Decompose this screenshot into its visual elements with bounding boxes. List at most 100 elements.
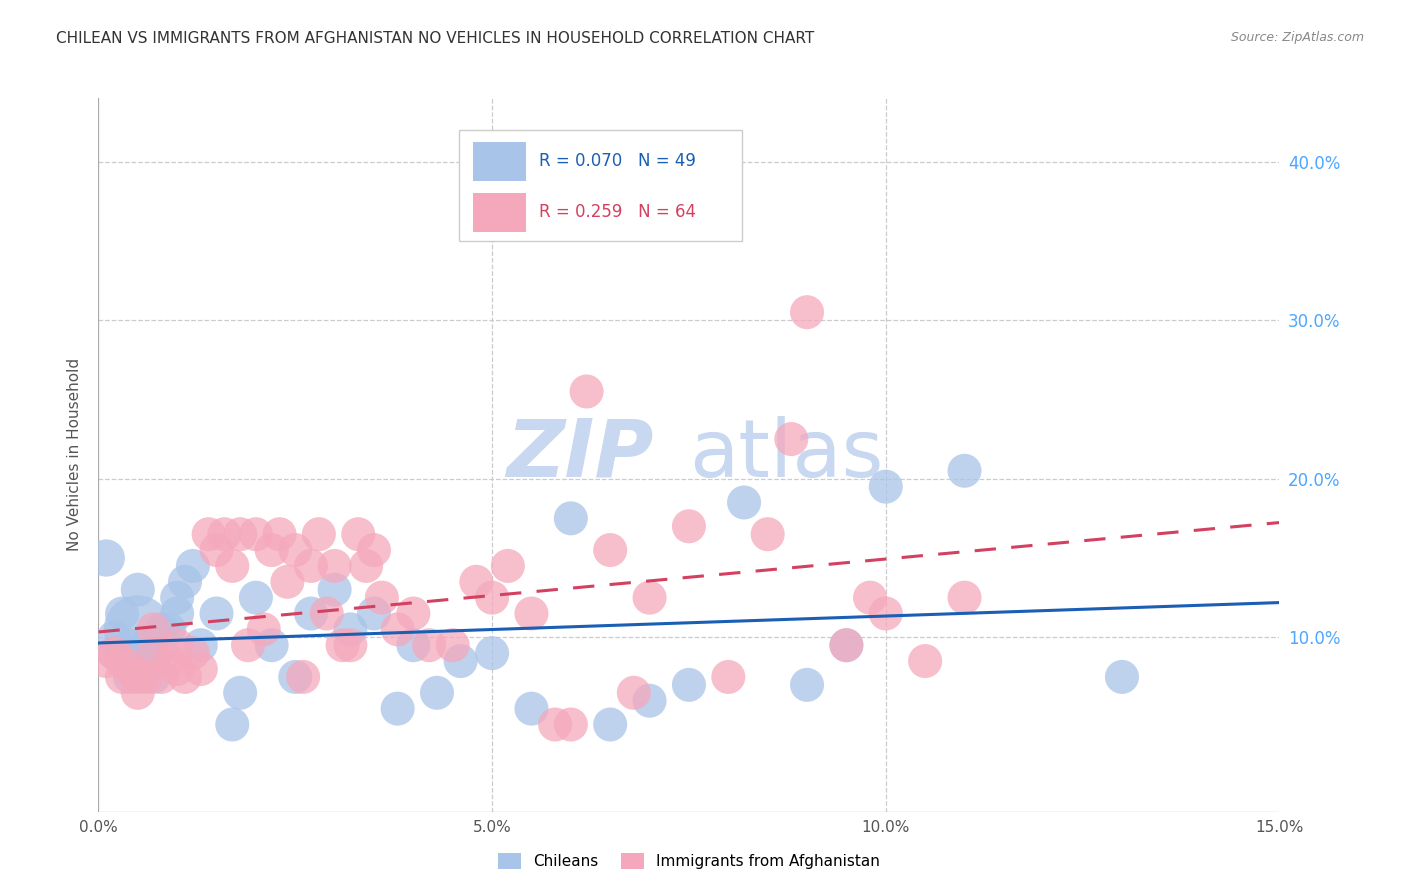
Point bbox=[111, 646, 134, 660]
Point bbox=[796, 305, 818, 319]
Point bbox=[127, 582, 149, 597]
Point bbox=[135, 662, 157, 676]
Point bbox=[142, 623, 165, 637]
Point bbox=[190, 638, 212, 652]
Point bbox=[103, 646, 125, 660]
Point bbox=[174, 670, 197, 684]
FancyBboxPatch shape bbox=[458, 130, 742, 241]
Point bbox=[481, 646, 503, 660]
Point bbox=[157, 654, 180, 668]
Point bbox=[599, 543, 621, 558]
Point bbox=[623, 686, 645, 700]
Point bbox=[174, 574, 197, 589]
Point bbox=[402, 638, 425, 652]
Point bbox=[678, 678, 700, 692]
Point bbox=[717, 670, 740, 684]
Point bbox=[835, 638, 858, 652]
Point bbox=[135, 670, 157, 684]
Legend: Chileans, Immigrants from Afghanistan: Chileans, Immigrants from Afghanistan bbox=[492, 847, 886, 875]
Point bbox=[205, 607, 228, 621]
Point bbox=[127, 670, 149, 684]
Point bbox=[96, 654, 118, 668]
Point bbox=[166, 607, 188, 621]
Point bbox=[323, 558, 346, 573]
Point bbox=[118, 662, 141, 676]
Point bbox=[96, 551, 118, 566]
Point bbox=[284, 543, 307, 558]
Point bbox=[166, 591, 188, 605]
Point bbox=[638, 694, 661, 708]
Point bbox=[733, 495, 755, 509]
Point bbox=[418, 638, 440, 652]
Point bbox=[292, 670, 315, 684]
Point bbox=[332, 638, 354, 652]
Point bbox=[142, 646, 165, 660]
Point bbox=[142, 654, 165, 668]
Point bbox=[236, 638, 259, 652]
Point bbox=[796, 678, 818, 692]
Text: CHILEAN VS IMMIGRANTS FROM AFGHANISTAN NO VEHICLES IN HOUSEHOLD CORRELATION CHAR: CHILEAN VS IMMIGRANTS FROM AFGHANISTAN N… bbox=[56, 31, 814, 46]
Point bbox=[520, 701, 543, 715]
Point bbox=[229, 686, 252, 700]
Bar bbox=[472, 142, 526, 181]
Point bbox=[780, 432, 803, 446]
Point bbox=[111, 654, 134, 668]
Point bbox=[520, 607, 543, 621]
Point bbox=[875, 480, 897, 494]
Point bbox=[638, 591, 661, 605]
Point bbox=[1111, 670, 1133, 684]
Point bbox=[229, 527, 252, 541]
Point bbox=[284, 670, 307, 684]
Point bbox=[371, 591, 394, 605]
Point bbox=[387, 701, 409, 715]
Point bbox=[560, 717, 582, 731]
Point bbox=[859, 591, 882, 605]
Point bbox=[914, 654, 936, 668]
Point bbox=[221, 558, 243, 573]
Point bbox=[166, 638, 188, 652]
Point bbox=[465, 574, 488, 589]
Y-axis label: No Vehicles in Household: No Vehicles in Household bbox=[67, 359, 83, 551]
Point bbox=[575, 384, 598, 399]
Point bbox=[118, 670, 141, 684]
Point bbox=[953, 464, 976, 478]
Point bbox=[118, 654, 141, 668]
Point bbox=[450, 654, 472, 668]
Point bbox=[214, 527, 236, 541]
Point bbox=[363, 543, 385, 558]
Point bbox=[245, 527, 267, 541]
Point bbox=[190, 662, 212, 676]
Point bbox=[127, 623, 149, 637]
Point bbox=[496, 558, 519, 573]
Point bbox=[426, 686, 449, 700]
Point bbox=[118, 638, 141, 652]
Bar bbox=[472, 193, 526, 232]
Point bbox=[347, 527, 370, 541]
Point bbox=[127, 686, 149, 700]
Point bbox=[560, 511, 582, 525]
Point bbox=[875, 607, 897, 621]
Point bbox=[260, 638, 283, 652]
Point bbox=[181, 646, 204, 660]
Text: ZIP: ZIP bbox=[506, 416, 654, 494]
Point bbox=[756, 527, 779, 541]
Text: R = 0.070   N = 49: R = 0.070 N = 49 bbox=[538, 153, 696, 170]
Point bbox=[221, 717, 243, 731]
Point bbox=[387, 623, 409, 637]
Point bbox=[150, 670, 173, 684]
Point bbox=[260, 543, 283, 558]
Point bbox=[323, 582, 346, 597]
Point bbox=[127, 646, 149, 660]
Point bbox=[197, 527, 219, 541]
Point bbox=[835, 638, 858, 652]
Point bbox=[166, 662, 188, 676]
Point bbox=[150, 638, 173, 652]
Point bbox=[135, 638, 157, 652]
Point bbox=[299, 607, 322, 621]
Point bbox=[299, 558, 322, 573]
Point bbox=[402, 607, 425, 621]
Point bbox=[205, 543, 228, 558]
Text: Source: ZipAtlas.com: Source: ZipAtlas.com bbox=[1230, 31, 1364, 45]
Point bbox=[599, 717, 621, 731]
Point bbox=[103, 630, 125, 644]
